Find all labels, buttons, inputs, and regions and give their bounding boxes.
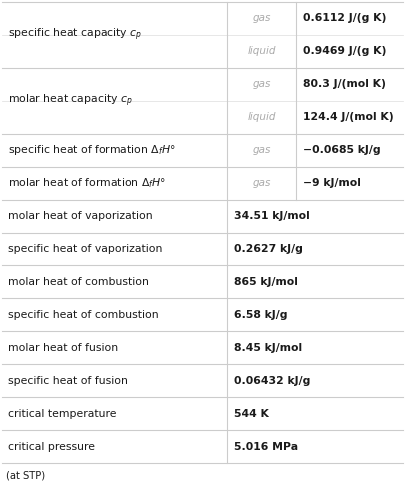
Text: specific heat of fusion: specific heat of fusion — [8, 375, 128, 386]
Text: specific heat capacity $c_p$: specific heat capacity $c_p$ — [8, 27, 142, 43]
Text: −0.0685 kJ/g: −0.0685 kJ/g — [303, 145, 381, 155]
Text: molar heat of fusion: molar heat of fusion — [8, 343, 118, 353]
Text: 80.3 J/(mol K): 80.3 J/(mol K) — [303, 79, 386, 89]
Text: gas: gas — [253, 14, 271, 23]
Text: 6.58 kJ/g: 6.58 kJ/g — [234, 310, 288, 320]
Text: molar heat of formation $\Delta_f H°$: molar heat of formation $\Delta_f H°$ — [8, 176, 166, 190]
Text: gas: gas — [253, 145, 271, 155]
Text: molar heat capacity $c_p$: molar heat capacity $c_p$ — [8, 93, 133, 109]
Text: liquid: liquid — [247, 46, 276, 56]
Text: (at STP): (at STP) — [6, 470, 45, 480]
Text: specific heat of formation $\Delta_f H°$: specific heat of formation $\Delta_f H°$ — [8, 143, 176, 157]
Text: 124.4 J/(mol K): 124.4 J/(mol K) — [303, 112, 394, 122]
Text: 544 K: 544 K — [234, 409, 269, 419]
Text: 0.2627 kJ/g: 0.2627 kJ/g — [234, 244, 303, 254]
Text: gas: gas — [253, 178, 271, 188]
Text: 865 kJ/mol: 865 kJ/mol — [234, 277, 298, 287]
Text: critical pressure: critical pressure — [8, 442, 95, 451]
Text: molar heat of combustion: molar heat of combustion — [8, 277, 149, 287]
Text: 8.45 kJ/mol: 8.45 kJ/mol — [234, 343, 303, 353]
Text: 0.06432 kJ/g: 0.06432 kJ/g — [234, 375, 311, 386]
Text: critical temperature: critical temperature — [8, 409, 117, 419]
Text: 0.9469 J/(g K): 0.9469 J/(g K) — [303, 46, 387, 56]
Text: 34.51 kJ/mol: 34.51 kJ/mol — [234, 211, 310, 221]
Text: 5.016 MPa: 5.016 MPa — [234, 442, 298, 451]
Text: 0.6112 J/(g K): 0.6112 J/(g K) — [303, 14, 387, 23]
Text: liquid: liquid — [247, 112, 276, 122]
Text: specific heat of vaporization: specific heat of vaporization — [8, 244, 162, 254]
Text: −9 kJ/mol: −9 kJ/mol — [303, 178, 361, 188]
Text: molar heat of vaporization: molar heat of vaporization — [8, 211, 153, 221]
Text: gas: gas — [253, 79, 271, 89]
Text: specific heat of combustion: specific heat of combustion — [8, 310, 159, 320]
